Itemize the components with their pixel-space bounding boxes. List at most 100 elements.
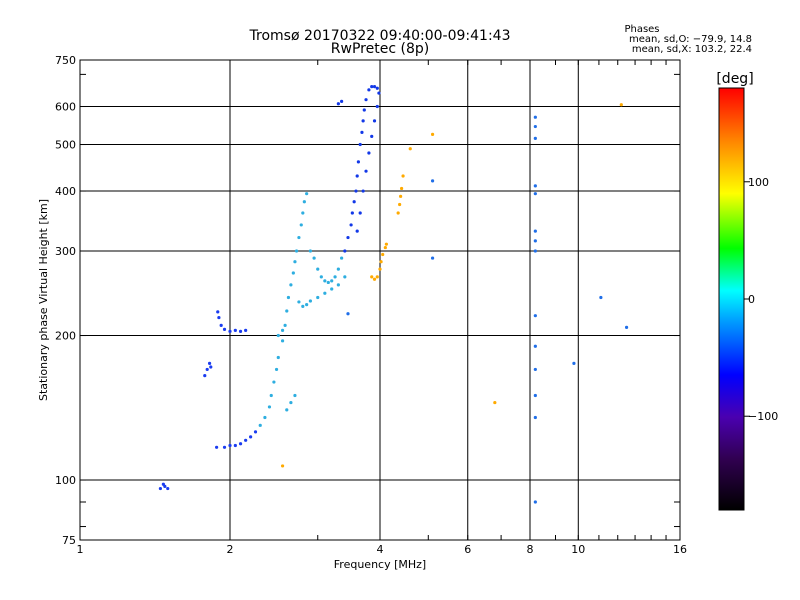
data-point (430, 179, 435, 183)
stats-o-line: mean, sd,O: −79.9, 14.8 (629, 34, 752, 45)
x-tick-label: 4 (377, 543, 384, 556)
data-point (302, 200, 306, 204)
data-point (294, 249, 299, 253)
data-point (370, 134, 374, 138)
data-point (333, 275, 337, 279)
data-point (305, 302, 309, 307)
y-axis-label: Stationary phase Virtual Height [km] (37, 199, 50, 401)
stats-heading: Phases (624, 24, 659, 35)
x-tick-label: 8 (527, 543, 534, 556)
data-point (228, 443, 232, 448)
y-tick-label: 75 (62, 534, 76, 547)
data-point (285, 408, 289, 412)
data-point (375, 86, 379, 90)
data-point (293, 260, 297, 264)
data-point (533, 192, 537, 196)
data-point (238, 329, 243, 334)
data-point (316, 295, 320, 300)
x-axis-label: Frequency [MHz] (334, 558, 426, 571)
data-point (289, 400, 293, 405)
data-point (383, 245, 387, 250)
data-point (343, 249, 347, 253)
data-point (533, 415, 537, 420)
data-point (258, 423, 262, 427)
data-point (158, 486, 163, 491)
chart-subtitle: RwPretec (8p) (331, 41, 429, 57)
data-point (203, 374, 207, 378)
data-point (493, 400, 497, 405)
data-point (207, 361, 212, 365)
data-point (340, 256, 344, 260)
data-point (244, 328, 248, 332)
data-point (379, 260, 383, 264)
data-point (533, 500, 537, 504)
data-point (346, 312, 350, 316)
data-point (209, 365, 213, 369)
data-point (358, 142, 362, 147)
x-tick-label: 1 (77, 543, 84, 556)
data-point (272, 380, 276, 384)
data-point (364, 169, 368, 173)
data-point (269, 393, 273, 398)
data-point (323, 291, 327, 295)
data-point (358, 211, 362, 215)
data-point (384, 242, 388, 246)
y-tick-label: 400 (55, 185, 76, 198)
data-point (533, 249, 537, 253)
data-point (533, 367, 537, 372)
data-point (370, 85, 374, 89)
data-point (285, 309, 289, 313)
data-point (430, 132, 435, 136)
data-point (253, 430, 258, 434)
data-point (316, 267, 320, 271)
stats-x-line: mean, sd,X: 103.2, 22.4 (632, 44, 752, 55)
data-point (336, 267, 340, 271)
data-point (372, 119, 377, 123)
data-point (355, 229, 359, 233)
x-tick-label: 16 (673, 543, 687, 556)
x-tick-label: 6 (464, 543, 471, 556)
data-point (299, 223, 303, 227)
data-point (233, 443, 237, 448)
data-point (280, 464, 285, 468)
data-point (533, 124, 537, 129)
data-point (217, 315, 221, 320)
data-point (352, 200, 356, 204)
data-point (378, 267, 382, 271)
data-point (249, 435, 253, 439)
data-point (370, 275, 374, 279)
colorbar-ticks: 100 0 −100 (744, 176, 778, 423)
data-point (263, 415, 267, 420)
data-point (355, 174, 359, 178)
data-point (216, 310, 220, 314)
data-point (233, 328, 237, 332)
data-point (354, 189, 358, 193)
data-point (400, 186, 404, 191)
data-point (381, 252, 385, 257)
data-points (158, 85, 629, 504)
data-point (533, 239, 537, 243)
data-point (267, 405, 272, 409)
data-point (166, 486, 170, 491)
data-point (401, 174, 405, 178)
data-point (289, 283, 293, 287)
colorbar-tick-label: −100 (748, 410, 778, 423)
data-point (326, 280, 330, 285)
data-point (533, 344, 537, 348)
data-point (308, 249, 313, 253)
data-point (375, 104, 379, 109)
data-point (572, 361, 576, 365)
data-point (283, 323, 287, 327)
data-point (222, 327, 227, 331)
data-point (356, 160, 360, 164)
data-point (533, 184, 537, 188)
data-point (533, 136, 537, 140)
y-tick-label: 500 (55, 139, 76, 152)
data-point (399, 194, 403, 198)
x-tick-label: 10 (571, 543, 585, 556)
data-point (361, 119, 365, 123)
y-tick-label: 100 (55, 474, 76, 487)
data-point (238, 442, 243, 446)
data-point (364, 98, 368, 102)
data-point (330, 287, 334, 291)
